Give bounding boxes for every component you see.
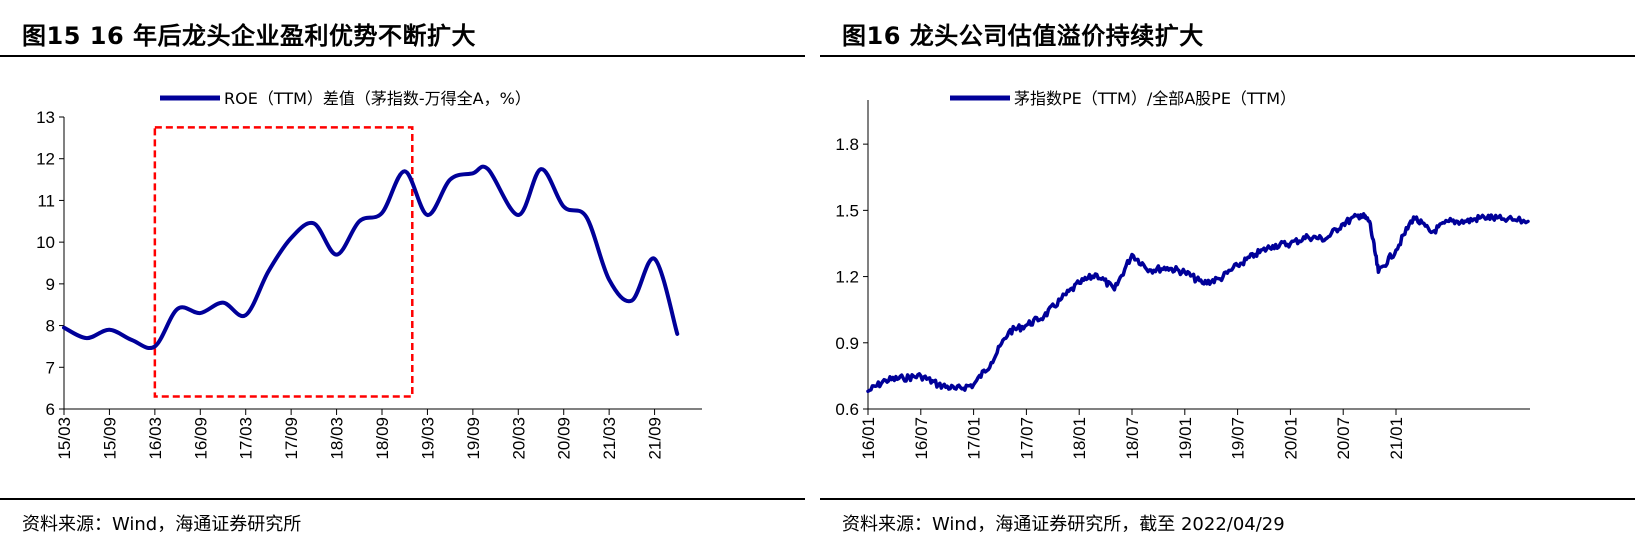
y-tick-label: 7: [46, 358, 55, 377]
x-tick-label: 19/03: [418, 417, 437, 460]
title-divider: [820, 55, 1635, 57]
x-tick-label: 19/09: [464, 417, 483, 460]
x-tick-label: 16/01: [859, 417, 878, 460]
x-tick-label: 16/09: [191, 417, 210, 460]
chart-title: 图15 16 年后龙头企业盈利优势不断扩大: [22, 22, 477, 50]
source-divider: [820, 498, 1635, 500]
x-tick-label: 21/03: [600, 417, 619, 460]
x-tick-label: 16/03: [146, 417, 165, 460]
chart-panel-right: 图16 龙头公司估值溢价持续扩大 0.6 0.9 1.2 1.5 1.8 16/01 16/…: [820, 0, 1635, 544]
y-tick-label: 10: [36, 233, 55, 252]
y-tick-label: 1.5: [835, 201, 859, 220]
series-line: [866, 212, 1530, 394]
x-tick-label: 20/09: [555, 417, 574, 460]
x-tick-label: 18/09: [373, 417, 392, 460]
x-tick-label: 16/07: [912, 417, 931, 460]
x-tick-label: 18/03: [328, 417, 347, 460]
x-tick-label: 20/03: [509, 417, 528, 460]
chart-panel-left: 图15 16 年后龙头企业盈利优势不断扩大 6 7 8 9 10 11 12 13 15/03 1…: [0, 0, 805, 544]
title-divider: [0, 55, 805, 57]
y-tick-label: 12: [36, 150, 55, 169]
x-tick-label: 17/09: [282, 417, 301, 460]
y-tick-label: 6: [46, 400, 55, 419]
x-tick-label: 19/07: [1229, 417, 1248, 460]
x-tick-label: 21/09: [646, 417, 665, 460]
x-tick-label: 15/09: [100, 417, 119, 460]
x-tick-label: 21/01: [1387, 417, 1406, 460]
source-note: 资料来源：Wind，海通证券研究所: [22, 514, 302, 535]
x-tick-label: 17/07: [1017, 417, 1036, 460]
source-note: 资料来源：Wind，海通证券研究所，截至 2022/04/29: [842, 514, 1285, 535]
highlight-box: [153, 126, 414, 398]
x-tick-label: 18/01: [1070, 417, 1089, 460]
x-tick-label: 15/03: [55, 417, 74, 460]
legend-label: ROE（TTM）差值（茅指数-万得全A，%）: [224, 89, 531, 108]
pe-ratio-chart: 0.6 0.9 1.2 1.5 1.8 16/01 16/07 17/01 17/07 18/01…: [835, 89, 1530, 460]
x-tick-label: 19/01: [1176, 417, 1195, 460]
x-tick-label: 20/07: [1334, 417, 1353, 460]
x-tick-label: 17/01: [965, 417, 984, 460]
legend-label: 茅指数PE（TTM）/全部A股PE（TTM）: [1014, 89, 1296, 108]
y-tick-label: 0.6: [835, 400, 859, 419]
y-tick-label: 11: [37, 191, 55, 210]
series-line: [62, 164, 680, 351]
x-tick-label: 17/03: [237, 417, 256, 460]
chart-title: 图16 龙头公司估值溢价持续扩大: [842, 22, 1204, 50]
x-tick-label: 20/01: [1281, 417, 1300, 460]
y-tick-label: 13: [36, 108, 55, 127]
y-tick-label: 1.2: [835, 268, 859, 287]
x-tick-label: 18/07: [1123, 417, 1142, 460]
roe-spread-chart: 6 7 8 9 10 11 12 13 15/03 15/09 16/03 16/09 17/03 17/…: [36, 89, 702, 460]
y-tick-label: 8: [46, 317, 55, 336]
source-divider: [0, 498, 805, 500]
y-tick-label: 1.8: [835, 135, 859, 154]
y-tick-label: 0.9: [835, 334, 859, 353]
y-tick-label: 9: [46, 275, 55, 294]
